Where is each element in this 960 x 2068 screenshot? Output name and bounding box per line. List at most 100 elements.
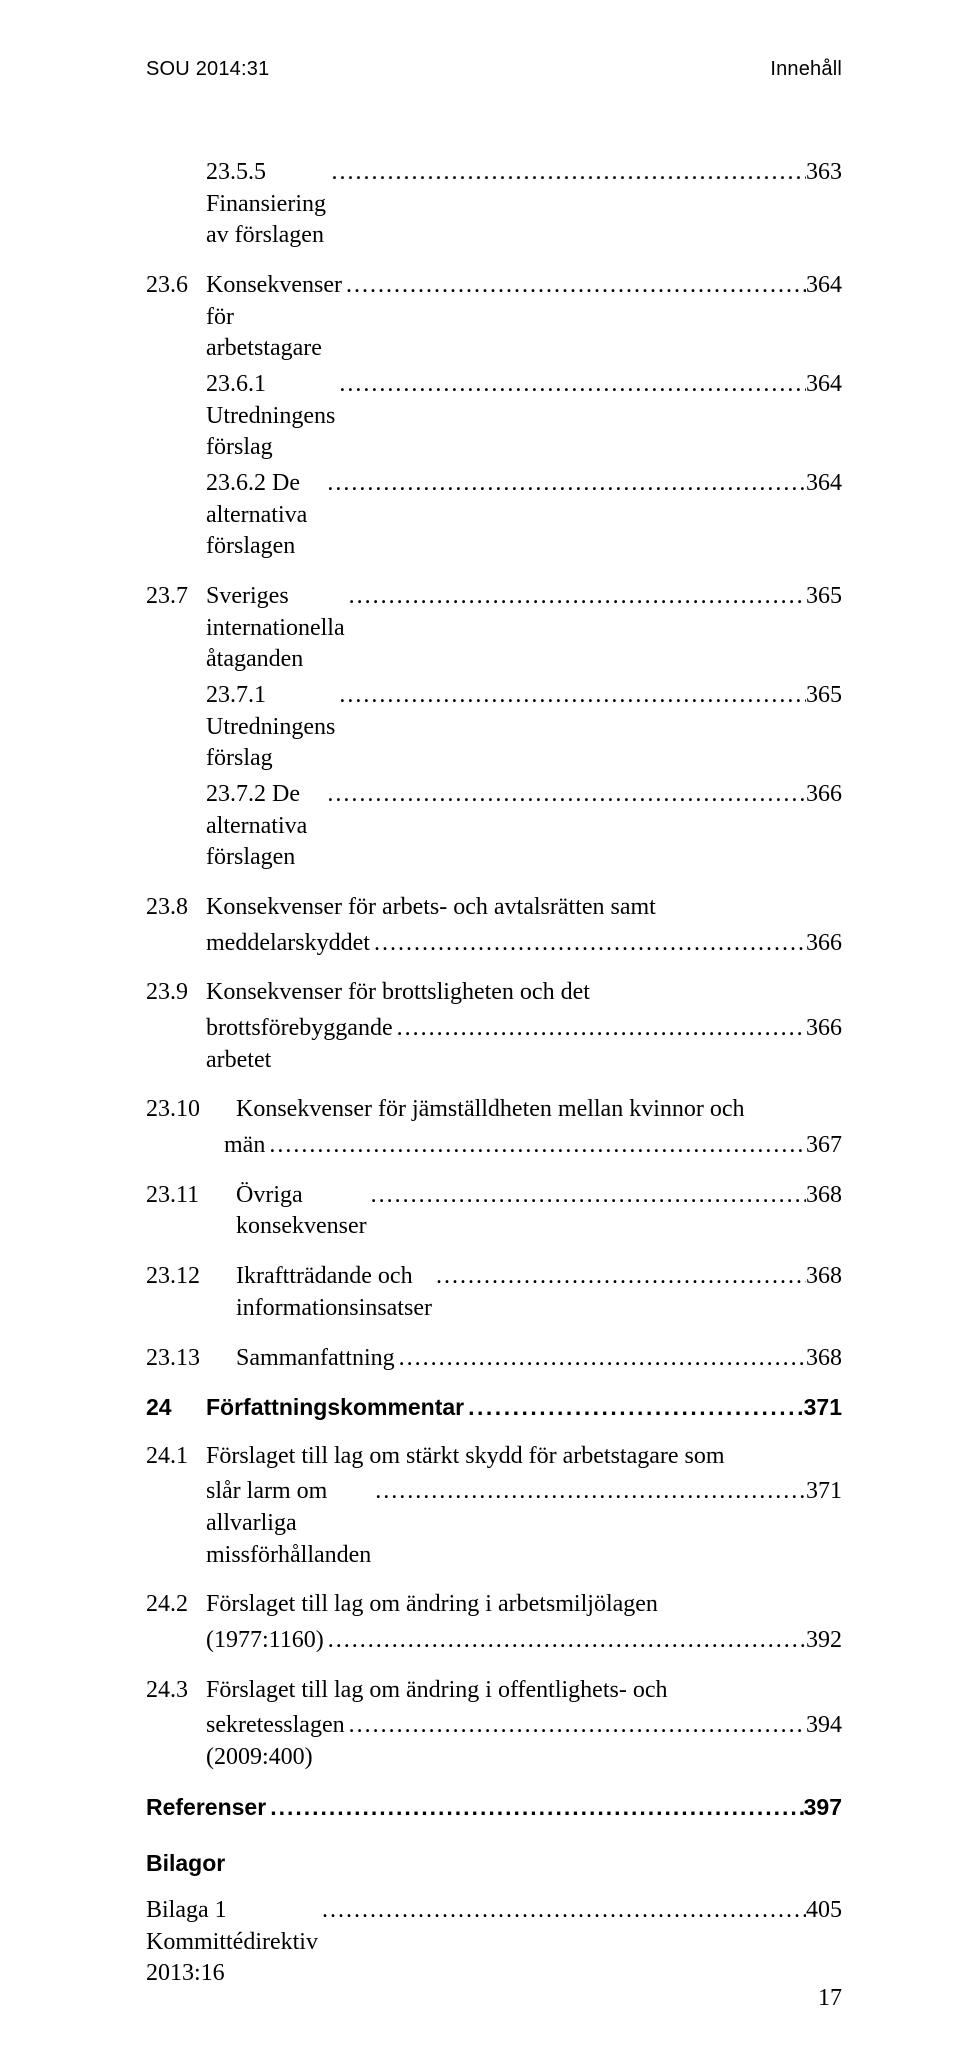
- toc-leader-dots: ........................................…: [324, 1625, 806, 1657]
- page: SOU 2014:31 Innehåll 23.5.5 Finansiering…: [0, 0, 960, 2068]
- toc-entry-number: 24.3: [146, 1675, 206, 1707]
- toc-entry-number: 23.10: [146, 1094, 236, 1126]
- toc-entry-page: 368: [806, 1261, 842, 1293]
- toc-entry-label: 23.6.2 De alternativa förslagen: [206, 468, 323, 563]
- toc-entry-number: 23.7: [146, 581, 206, 613]
- toc-entry: 23.7 Sveriges internationella åtaganden.…: [146, 581, 842, 676]
- toc-entry-label: 23.7.1 Utredningens förslag: [206, 680, 335, 775]
- toc-entry-number: 24.2: [146, 1589, 206, 1621]
- toc-entry: 23.6.1 Utredningens förslag.............…: [146, 369, 842, 464]
- toc-entry-number: 23.8: [146, 892, 206, 924]
- toc-entry: 24.3 Förslaget till lag om ändring i off…: [146, 1675, 842, 1707]
- toc-group: 23.13 Sammanfattning....................…: [146, 1343, 842, 1375]
- toc-entry-label: Sveriges internationella åtaganden: [206, 581, 345, 676]
- toc-section-title: Bilagor: [146, 1850, 842, 1877]
- toc-entry: 24Författningskommentar.................…: [146, 1392, 842, 1422]
- toc-group: Bilaga 1 Kommittédirektiv 2013:16.......…: [146, 1895, 842, 1990]
- toc-entry-number: 24.1: [146, 1441, 206, 1473]
- toc-entry-page: 366: [806, 1013, 842, 1045]
- toc-entry-page: 366: [806, 928, 842, 960]
- toc-leader-dots: ........................................…: [323, 779, 806, 811]
- toc-entry: 24.2 Förslaget till lag om ändring i arb…: [146, 1589, 842, 1621]
- page-number: 17: [818, 1985, 842, 2012]
- toc-entry-page: 368: [806, 1180, 842, 1212]
- toc-leader-dots: ........................................…: [345, 1710, 806, 1742]
- toc-entry-label: Övriga konsekvenser: [236, 1180, 367, 1243]
- toc-entry: 23.6 Konsekvenser för arbetstagare......…: [146, 270, 842, 365]
- toc-entry-number: 23.9: [146, 977, 206, 1009]
- toc-entry-number: 23.12: [146, 1261, 236, 1293]
- toc-group: 24.2 Förslaget till lag om ändring i arb…: [146, 1589, 842, 1656]
- toc-leader-dots: ........................................…: [345, 581, 806, 613]
- toc-leader-dots: ........................................…: [370, 928, 806, 960]
- toc-entry: 24.1 Förslaget till lag om stärkt skydd …: [146, 1441, 842, 1473]
- toc-entry: Referenser..............................…: [146, 1792, 842, 1822]
- toc-group: 24.3 Förslaget till lag om ändring i off…: [146, 1675, 842, 1774]
- toc-leader-dots: ........................................…: [464, 1392, 803, 1422]
- toc-leader-dots: ........................................…: [318, 1895, 806, 1927]
- toc-entry-label: Ikraftträdande och informationsinsatser: [236, 1261, 432, 1324]
- toc-entry-page: 363: [806, 157, 842, 189]
- toc-leader-dots: ........................................…: [335, 369, 806, 401]
- toc-entry-page: 371: [804, 1392, 842, 1422]
- toc-leader-dots: ........................................…: [432, 1261, 806, 1293]
- toc-entry: meddelarskyddet.........................…: [146, 928, 842, 960]
- toc-entry: 23.5.5 Finansiering av förslagen........…: [146, 157, 842, 252]
- toc-group: 23.10 Konsekvenser för jämställdheten me…: [146, 1094, 842, 1161]
- toc-entry-label: Bilaga 1 Kommittédirektiv 2013:16: [146, 1895, 318, 1990]
- toc-entry-page: 405: [806, 1895, 842, 1927]
- toc-entry: 23.10 Konsekvenser för jämställdheten me…: [146, 1094, 842, 1126]
- toc-entry-label: Konsekvenser för brottsligheten och det: [206, 977, 590, 1009]
- toc-group: Referenser..............................…: [146, 1792, 842, 1822]
- table-of-contents: 23.5.5 Finansiering av förslagen........…: [146, 157, 842, 1990]
- toc-entry: sekretesslagen (2009:400)...............…: [146, 1710, 842, 1773]
- toc-entry-label: sekretesslagen (2009:400): [206, 1710, 345, 1773]
- header-left: SOU 2014:31: [146, 58, 269, 81]
- toc-entry-page: 397: [804, 1792, 842, 1822]
- toc-group: 23.12 Ikraftträdande och informationsins…: [146, 1261, 842, 1324]
- toc-leader-dots: ........................................…: [265, 1130, 806, 1162]
- toc-entry-label: 23.6.1 Utredningens förslag: [206, 369, 335, 464]
- toc-group: 23.7 Sveriges internationella åtaganden.…: [146, 581, 842, 874]
- toc-group: 23.11 Övriga konsekvenser...............…: [146, 1180, 842, 1243]
- toc-entry-page: 364: [806, 270, 842, 302]
- toc-group: 24Författningskommentar.................…: [146, 1392, 842, 1422]
- toc-entry: 23.9 Konsekvenser för brottsligheten och…: [146, 977, 842, 1009]
- toc-entry: 23.8 Konsekvenser för arbets- och avtals…: [146, 892, 842, 924]
- toc-entry: brottsförebyggande arbetet..............…: [146, 1013, 842, 1076]
- toc-entry-label: brottsförebyggande arbetet: [206, 1013, 393, 1076]
- toc-entry: 23.7.1 Utredningens förslag.............…: [146, 680, 842, 775]
- toc-entry: 23.7.2 De alternativa förslagen.........…: [146, 779, 842, 874]
- toc-entry-number: 23.13: [146, 1343, 236, 1375]
- toc-entry: 23.12 Ikraftträdande och informationsins…: [146, 1261, 842, 1324]
- toc-leader-dots: ........................................…: [323, 468, 806, 500]
- toc-group: 23.5.5 Finansiering av förslagen........…: [146, 157, 842, 252]
- toc-entry-page: 364: [806, 468, 842, 500]
- toc-entry: 23.11 Övriga konsekvenser...............…: [146, 1180, 842, 1243]
- toc-entry-label: Förslaget till lag om ändring i offentli…: [206, 1675, 667, 1707]
- toc-entry-page: 367: [806, 1130, 842, 1162]
- toc-leader-dots: ........................................…: [371, 1476, 806, 1508]
- header-right: Innehåll: [770, 58, 842, 81]
- toc-entry-number: 23.11: [146, 1180, 236, 1212]
- toc-entry-page: 366: [806, 779, 842, 811]
- toc-group: Bilagor: [146, 1850, 842, 1877]
- toc-entry: män.....................................…: [146, 1130, 842, 1162]
- toc-leader-dots: ........................................…: [266, 1792, 803, 1822]
- toc-entry-page: 392: [806, 1625, 842, 1657]
- toc-entry-label: män: [224, 1130, 265, 1162]
- toc-group: 23.8 Konsekvenser för arbets- och avtals…: [146, 892, 842, 959]
- toc-entry: slår larm om allvarliga missförhållanden…: [146, 1476, 842, 1571]
- toc-entry-label: meddelarskyddet: [206, 928, 370, 960]
- toc-leader-dots: ........................................…: [335, 680, 806, 712]
- toc-entry-label: Konsekvenser för arbetstagare: [206, 270, 342, 365]
- toc-leader-dots: ........................................…: [367, 1180, 806, 1212]
- toc-leader-dots: ........................................…: [328, 157, 806, 189]
- toc-entry-number: 23.6: [146, 270, 206, 302]
- toc-entry-label: Referenser: [146, 1792, 266, 1822]
- toc-entry-number: 24: [146, 1392, 206, 1422]
- toc-group: 24.1 Förslaget till lag om stärkt skydd …: [146, 1441, 842, 1572]
- toc-entry-page: 371: [806, 1476, 842, 1508]
- toc-group: 23.6 Konsekvenser för arbetstagare......…: [146, 270, 842, 563]
- toc-entry-page: 394: [806, 1710, 842, 1742]
